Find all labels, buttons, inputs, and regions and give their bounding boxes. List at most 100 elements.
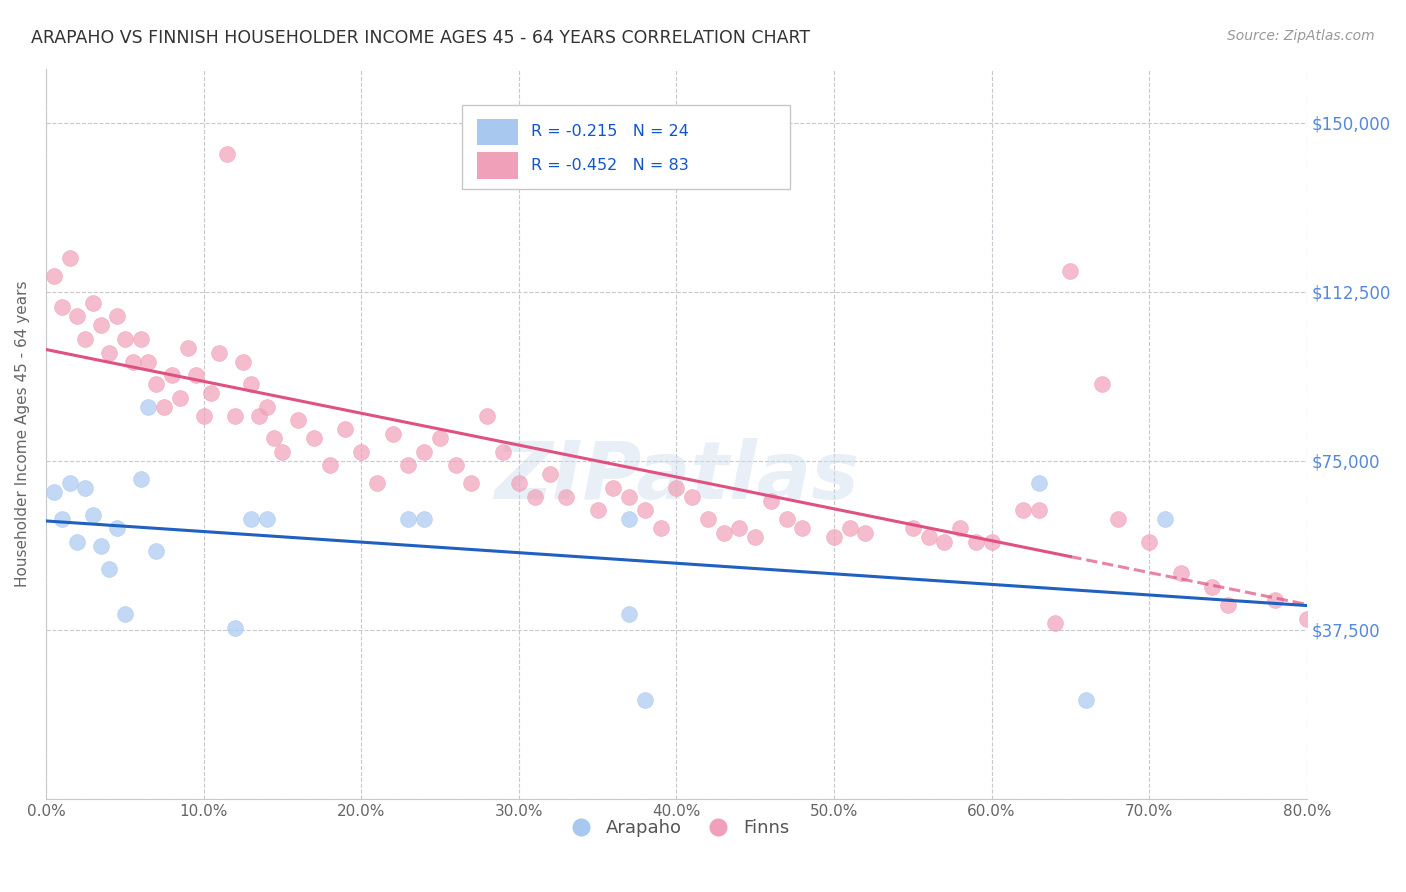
Point	[145, 377, 167, 392]
Point	[82, 296, 104, 310]
Point	[713, 525, 735, 540]
Point	[1137, 534, 1160, 549]
Point	[160, 368, 183, 382]
Point	[492, 444, 515, 458]
Point	[634, 503, 657, 517]
Point	[256, 512, 278, 526]
Point	[744, 530, 766, 544]
Point	[617, 607, 640, 621]
Point	[287, 413, 309, 427]
Point	[208, 345, 231, 359]
Point	[855, 525, 877, 540]
Legend: Arapaho, Finns: Arapaho, Finns	[555, 812, 797, 845]
Point	[444, 458, 467, 473]
Point	[1028, 476, 1050, 491]
Point	[381, 426, 404, 441]
Point	[965, 534, 987, 549]
Point	[1107, 512, 1129, 526]
Point	[1012, 503, 1035, 517]
Point	[366, 476, 388, 491]
Point	[1074, 692, 1097, 706]
Point	[302, 431, 325, 445]
Point	[617, 512, 640, 526]
Point	[114, 607, 136, 621]
Point	[696, 512, 718, 526]
Point	[114, 332, 136, 346]
Point	[759, 494, 782, 508]
Point	[271, 444, 294, 458]
Bar	[477, 153, 517, 178]
Point	[105, 310, 128, 324]
Point	[184, 368, 207, 382]
Point	[193, 409, 215, 423]
Point	[217, 147, 239, 161]
Point	[98, 562, 121, 576]
Point	[429, 431, 451, 445]
Point	[602, 481, 624, 495]
Point	[51, 512, 73, 526]
Point	[153, 400, 176, 414]
Point	[538, 467, 561, 482]
Point	[1264, 593, 1286, 607]
Point	[256, 400, 278, 414]
Point	[200, 386, 222, 401]
Point	[42, 268, 65, 283]
Point	[75, 481, 97, 495]
Point	[1216, 598, 1239, 612]
Point	[823, 530, 845, 544]
Point	[239, 512, 262, 526]
Point	[838, 521, 860, 535]
Point	[247, 409, 270, 423]
Point	[66, 310, 89, 324]
Point	[1154, 512, 1177, 526]
Point	[138, 354, 160, 368]
Point	[129, 332, 152, 346]
Point	[177, 341, 200, 355]
Point	[728, 521, 751, 535]
Point	[335, 422, 357, 436]
Point	[263, 431, 285, 445]
Point	[398, 458, 420, 473]
Point	[1091, 377, 1114, 392]
Point	[1059, 264, 1081, 278]
Point	[617, 490, 640, 504]
Point	[224, 409, 246, 423]
Point	[949, 521, 972, 535]
Point	[980, 534, 1002, 549]
Point	[586, 503, 609, 517]
Point	[224, 621, 246, 635]
Text: R = -0.452   N = 83: R = -0.452 N = 83	[531, 158, 689, 173]
Point	[121, 354, 143, 368]
Point	[105, 521, 128, 535]
Point	[82, 508, 104, 522]
Point	[90, 540, 112, 554]
Point	[460, 476, 482, 491]
Point	[42, 485, 65, 500]
Text: ARAPAHO VS FINNISH HOUSEHOLDER INCOME AGES 45 - 64 YEARS CORRELATION CHART: ARAPAHO VS FINNISH HOUSEHOLDER INCOME AG…	[31, 29, 810, 46]
FancyBboxPatch shape	[463, 105, 790, 189]
Point	[51, 301, 73, 315]
Point	[523, 490, 546, 504]
Point	[650, 521, 672, 535]
Bar	[477, 119, 517, 145]
Point	[901, 521, 924, 535]
Point	[413, 444, 436, 458]
Point	[59, 251, 82, 265]
Point	[98, 345, 121, 359]
Point	[398, 512, 420, 526]
Point	[90, 318, 112, 333]
Point	[413, 512, 436, 526]
Point	[169, 391, 191, 405]
Point	[477, 409, 499, 423]
Point	[1201, 580, 1223, 594]
Point	[232, 354, 254, 368]
Point	[934, 534, 956, 549]
Point	[1295, 611, 1317, 625]
Point	[66, 534, 89, 549]
Text: R = -0.215   N = 24: R = -0.215 N = 24	[531, 124, 689, 139]
Point	[1043, 615, 1066, 630]
Point	[59, 476, 82, 491]
Point	[129, 472, 152, 486]
Point	[508, 476, 530, 491]
Point	[239, 377, 262, 392]
